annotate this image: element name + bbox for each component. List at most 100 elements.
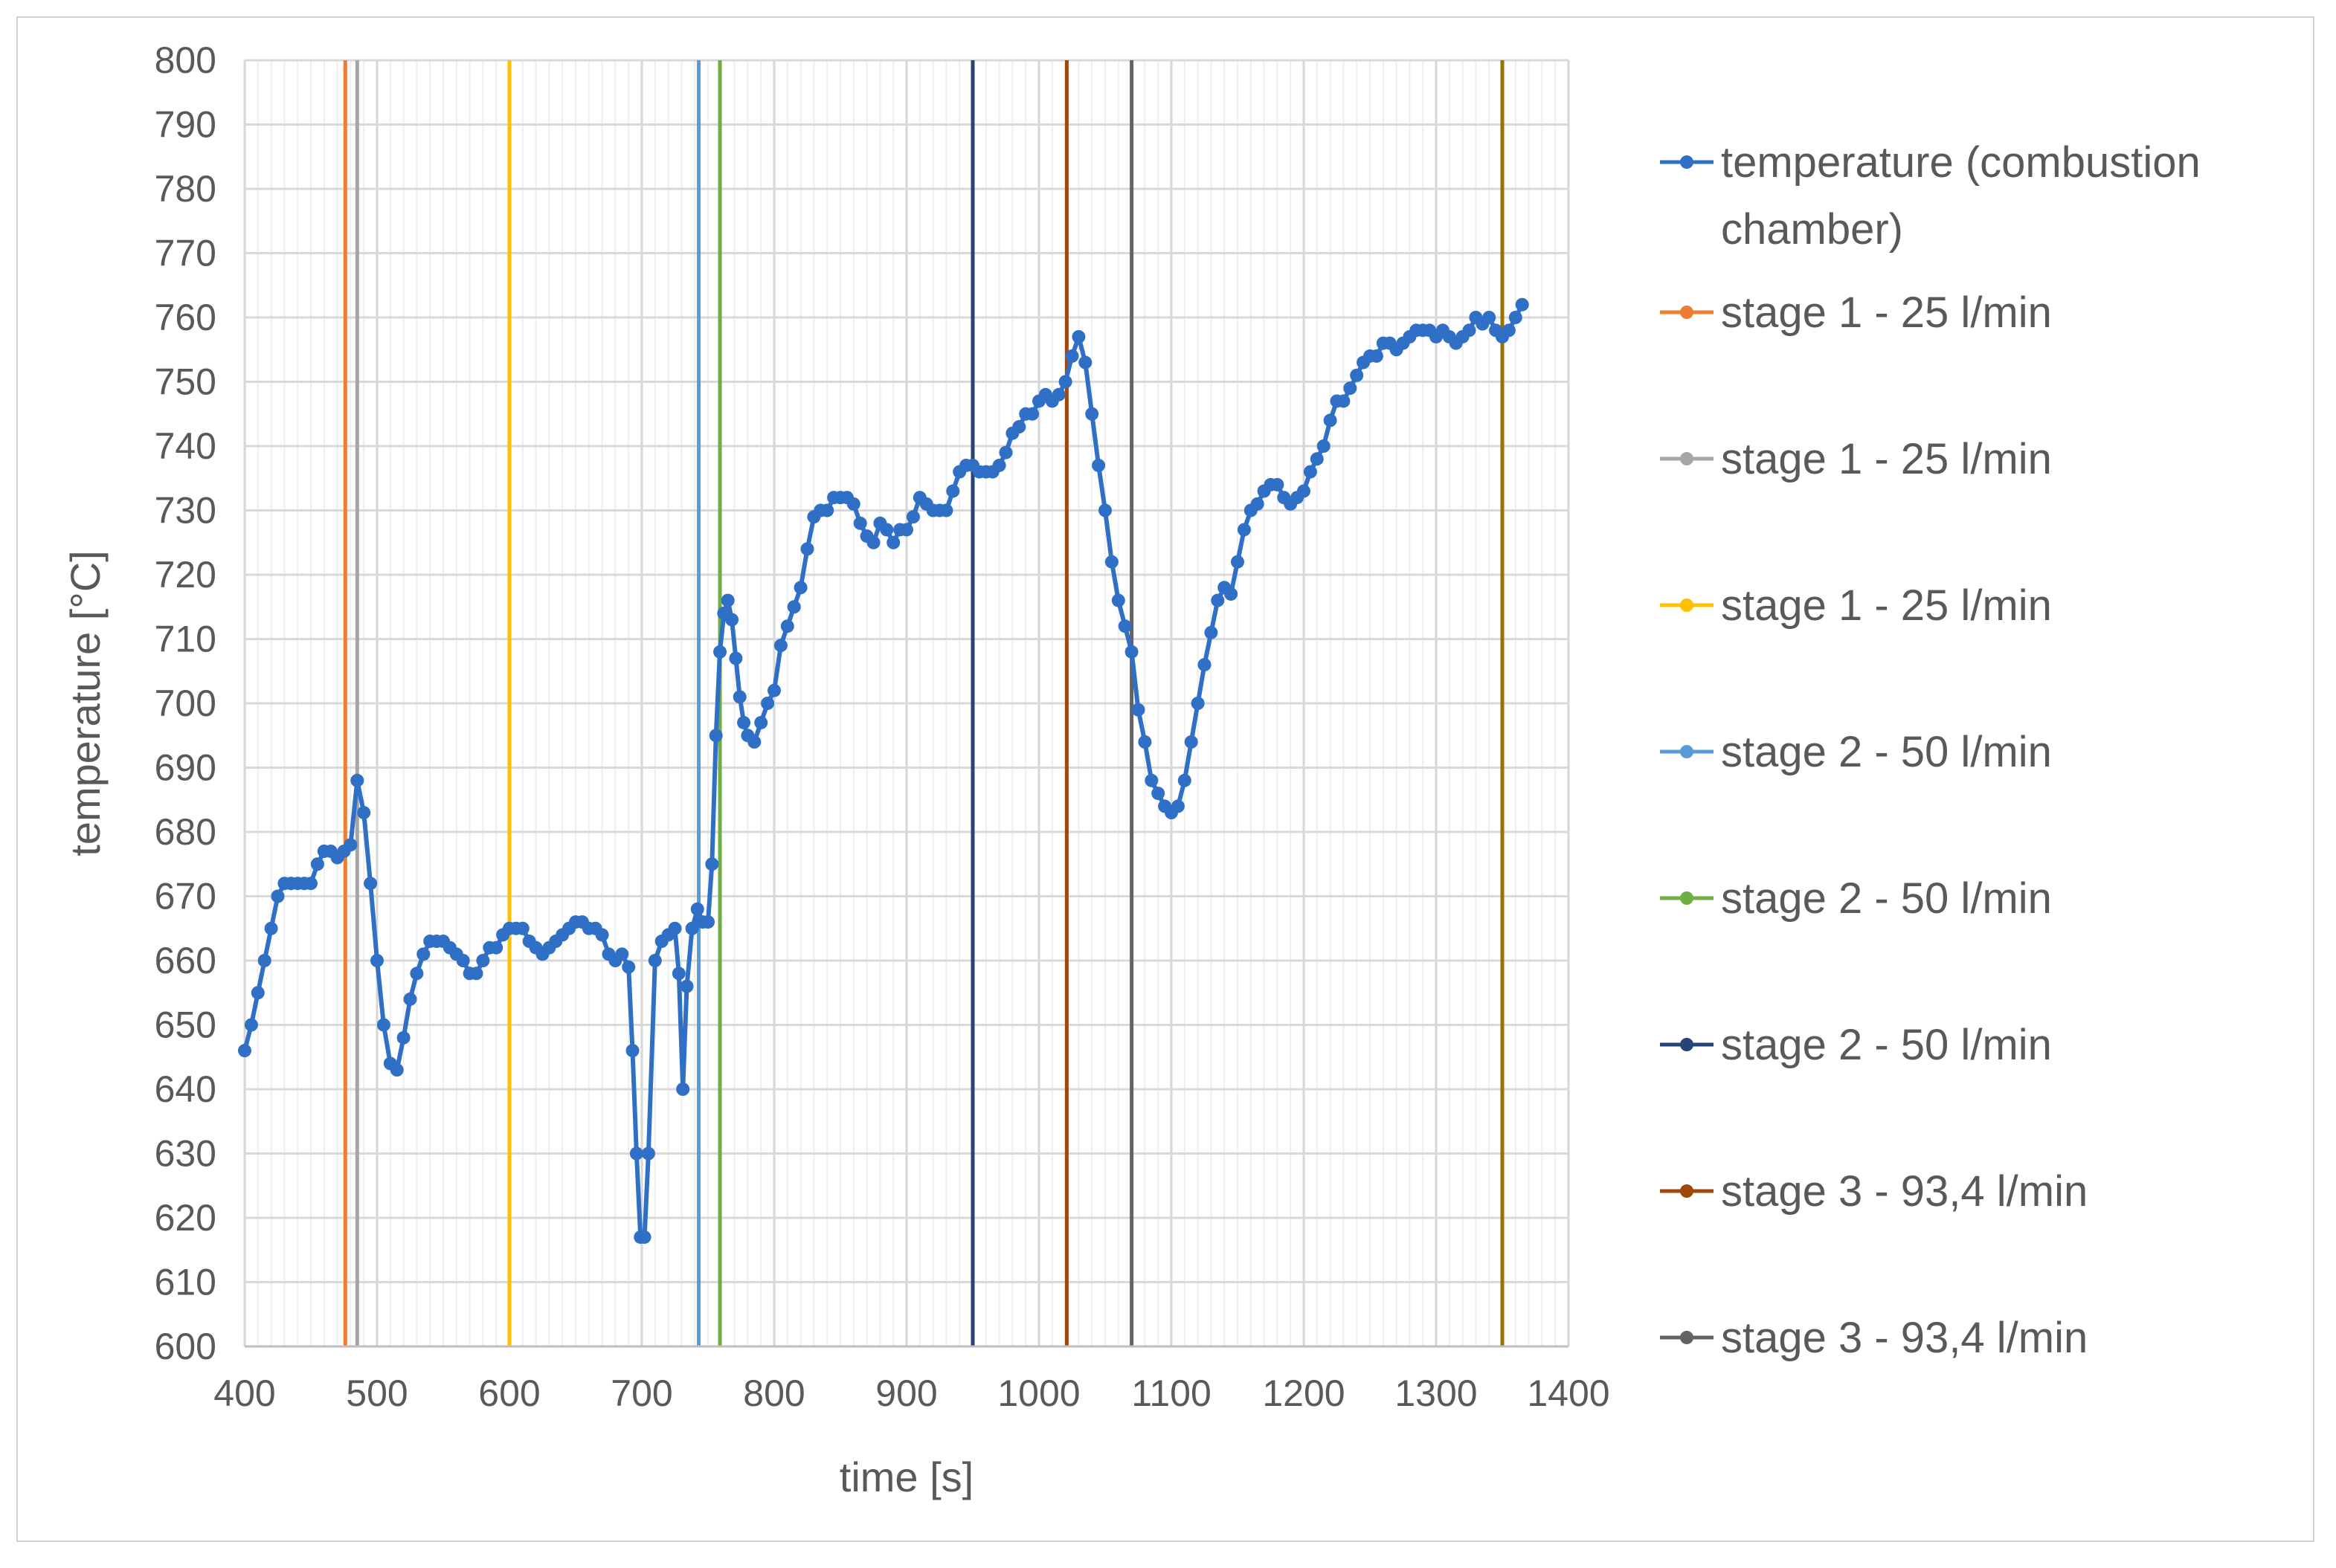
data-point xyxy=(370,954,384,967)
data-point xyxy=(853,516,867,530)
legend-swatch-marker xyxy=(1680,745,1693,758)
data-point xyxy=(376,1018,390,1032)
legend-swatch-marker xyxy=(1680,599,1693,612)
data-point xyxy=(1310,452,1324,466)
data-point xyxy=(900,523,913,537)
data-point xyxy=(622,960,636,974)
data-point xyxy=(713,645,727,659)
x-axis-title: time [s] xyxy=(840,1454,974,1500)
data-point xyxy=(701,915,715,929)
y-tick-label: 620 xyxy=(155,1197,216,1239)
y-tick-label: 600 xyxy=(155,1326,216,1367)
data-point xyxy=(1184,735,1198,749)
grid xyxy=(243,59,1570,1348)
y-tick-label: 730 xyxy=(155,490,216,532)
data-point xyxy=(1124,645,1139,659)
data-point xyxy=(1072,329,1086,343)
data-point xyxy=(1012,420,1026,434)
data-point xyxy=(1502,323,1516,338)
y-axis-title: temperature [°C] xyxy=(62,550,109,856)
axes: 400 500 600 700 800 900 1000 1100 1200 1300 1400 60… xyxy=(155,39,1610,1414)
legend-label: stage 1 - 25 l/min xyxy=(1721,288,2052,337)
data-point xyxy=(515,921,530,935)
y-tick-label: 700 xyxy=(155,683,216,724)
data-point xyxy=(946,484,960,498)
data-point xyxy=(641,1146,655,1161)
data-point xyxy=(1118,619,1132,633)
data-point xyxy=(1171,799,1185,813)
data-point xyxy=(709,729,723,743)
data-point xyxy=(1065,349,1079,363)
data-point xyxy=(1138,735,1152,749)
data-point xyxy=(1297,484,1310,498)
data-point xyxy=(800,542,814,556)
data-point xyxy=(469,967,483,981)
data-point xyxy=(820,503,834,517)
legend-swatch-marker xyxy=(1680,1184,1693,1198)
chart-frame: 400 500 600 700 800 900 1000 1100 1200 1300 1400 60… xyxy=(16,16,2314,1542)
y-tick-label: 630 xyxy=(155,1133,216,1175)
data-point xyxy=(350,773,364,787)
data-point xyxy=(1085,407,1099,421)
y-tick-label: 660 xyxy=(155,940,216,981)
data-point xyxy=(880,523,894,537)
data-point xyxy=(625,1044,640,1058)
data-point xyxy=(1104,555,1119,569)
y-tick-label: 770 xyxy=(155,233,216,274)
data-point xyxy=(866,535,881,549)
y-tick-label: 690 xyxy=(155,747,216,789)
data-point xyxy=(680,979,694,993)
data-point xyxy=(257,954,271,967)
data-point xyxy=(1098,503,1112,517)
data-point xyxy=(489,941,503,955)
data-point xyxy=(761,697,775,710)
data-point xyxy=(754,715,768,729)
data-point xyxy=(1270,477,1284,491)
legend-swatch-marker xyxy=(1680,1038,1693,1051)
legend-label: stage 3 - 93,4 l/min xyxy=(1721,1314,2088,1362)
data-point xyxy=(629,1146,643,1161)
data-point xyxy=(637,1230,651,1244)
data-point xyxy=(1211,593,1225,607)
data-point xyxy=(787,600,801,614)
data-point xyxy=(737,715,751,729)
data-point xyxy=(1508,311,1522,324)
data-point xyxy=(1462,323,1476,338)
data-point xyxy=(1078,355,1093,370)
data-point xyxy=(1303,465,1317,479)
data-point xyxy=(271,889,285,903)
data-point xyxy=(364,877,378,891)
x-tick-label: 900 xyxy=(875,1372,937,1414)
data-point xyxy=(668,921,682,935)
line-chart: 400 500 600 700 800 900 1000 1100 1200 1300 1400 60… xyxy=(62,39,2201,1500)
data-point xyxy=(672,967,686,981)
data-point xyxy=(264,921,278,935)
y-tick-label: 790 xyxy=(155,104,216,146)
data-point xyxy=(773,639,788,653)
data-point xyxy=(357,806,371,820)
data-point xyxy=(794,581,808,595)
data-point xyxy=(615,947,629,961)
legend-label: stage 3 - 93,4 l/min xyxy=(1721,1167,2088,1216)
legend: temperature (combustion chamber) stage 1 -… xyxy=(1660,138,2201,1362)
data-point xyxy=(1197,658,1212,672)
data-point xyxy=(310,857,324,871)
data-point xyxy=(304,877,318,891)
data-point xyxy=(1058,375,1072,389)
x-tick-label: 1000 xyxy=(997,1372,1080,1414)
data-point xyxy=(1316,439,1331,453)
data-point xyxy=(1515,297,1529,312)
data-point xyxy=(1111,593,1125,607)
data-point xyxy=(725,613,739,627)
legend-label: stage 1 - 25 l/min xyxy=(1721,581,2052,630)
data-point xyxy=(676,1083,690,1096)
data-point xyxy=(780,619,794,633)
data-point xyxy=(705,857,719,871)
data-point xyxy=(403,992,417,1006)
data-point xyxy=(887,535,901,549)
y-tick-label: 710 xyxy=(155,619,216,660)
x-tick-label: 500 xyxy=(346,1372,408,1414)
data-point xyxy=(939,503,953,517)
data-point xyxy=(733,690,747,704)
data-point xyxy=(1336,394,1351,408)
